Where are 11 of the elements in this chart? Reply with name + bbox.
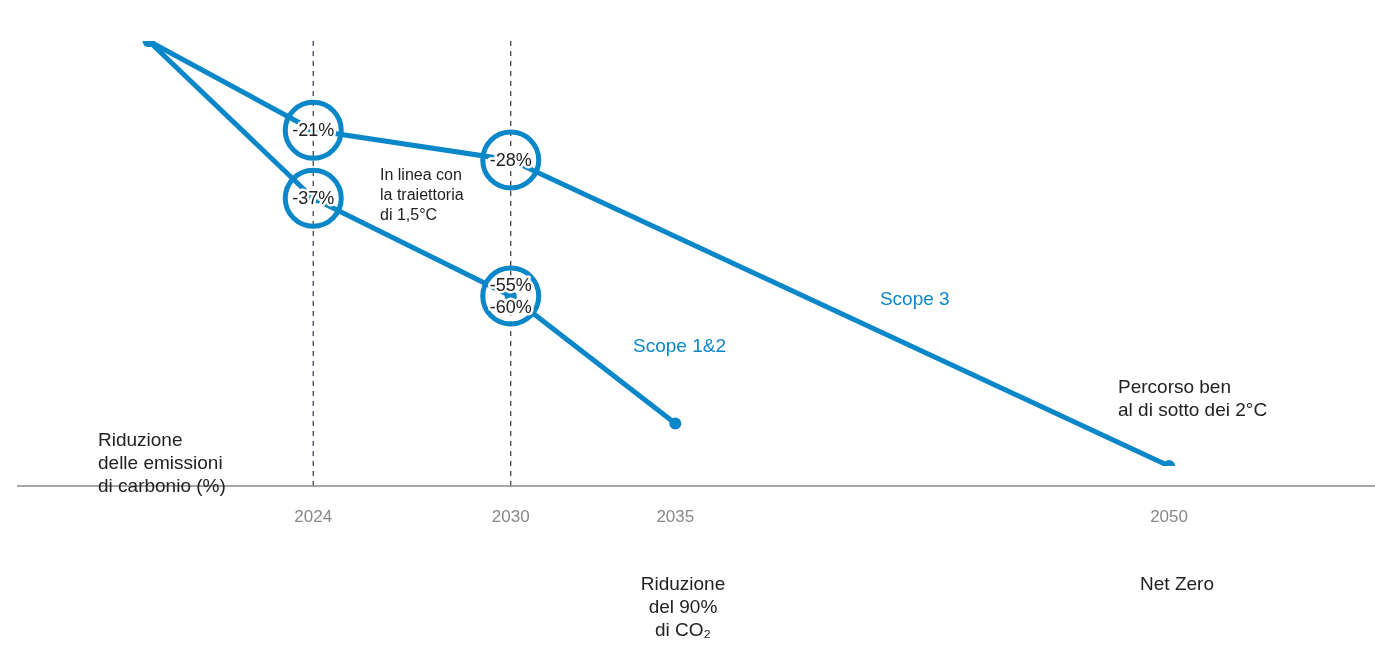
x-tick-label: 2030 — [491, 507, 530, 527]
annotation: In linea con la traiettoria di 1,5°C — [380, 166, 464, 223]
text: Riduzione del 90% di CO₂ — [640, 573, 726, 640]
annotation: Percorso ben al di sotto dei 2°C — [1118, 376, 1268, 420]
x-tick-label: 2024 — [294, 507, 333, 527]
x-tick-label: 2035 — [656, 507, 695, 527]
y-axis-title: Riduzione delle emissioni di carbonio (%) — [98, 428, 226, 497]
series-label: Scope 3 — [879, 288, 950, 309]
x-tick-label: 2050 — [1150, 507, 1188, 527]
series-label: Scope 1&2 — [633, 334, 726, 356]
text: Net Zero — [1140, 573, 1214, 594]
